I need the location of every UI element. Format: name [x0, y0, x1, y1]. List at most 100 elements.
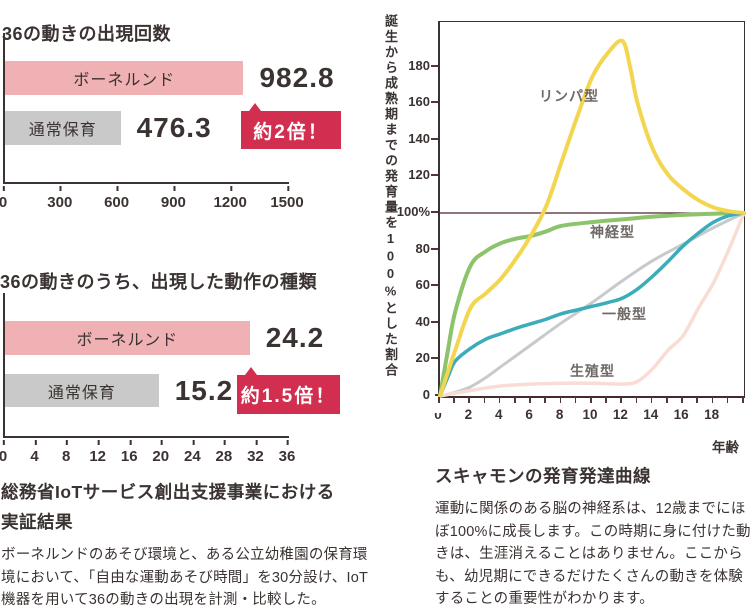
- y-tick-label: 20: [415, 350, 430, 366]
- bar-value: 982.8: [259, 62, 335, 93]
- bar-row: 通常保育 476.3: [5, 111, 369, 145]
- y-tick-mark: [431, 64, 438, 67]
- bar-row: 通常保育 15.2: [5, 374, 369, 407]
- curve-label-一般型: 一般型: [602, 306, 647, 322]
- y-tick-label: 0: [422, 387, 430, 402]
- 生殖型-curve: [438, 211, 746, 398]
- x-tick-label: 10: [582, 407, 598, 422]
- bar-label: ボーネルンド: [76, 332, 179, 349]
- y-tick-label: 100%: [396, 204, 430, 219]
- chart2-ratio-badge: 約1.5倍！: [237, 367, 340, 414]
- left-caption-body: ボーネルンドのあそび環境と、ある公立幼稚園の保育環境において、「自由な運動あそび…: [1, 547, 369, 607]
- x-tick-label: 900: [160, 186, 186, 211]
- x-tick-label: 16: [120, 440, 138, 465]
- x-tick-label: 8: [555, 407, 564, 422]
- y-tick-label: 80: [415, 240, 430, 256]
- x-tick-mark: [590, 397, 592, 403]
- bar-label: 通常保育: [28, 122, 97, 139]
- caption-title-line: 総務省IoTサービス創出支援事業における: [1, 482, 335, 502]
- 一般型-curve: [438, 211, 746, 398]
- bar-label: 通常保育: [47, 384, 116, 402]
- x-tick-label: 20: [152, 440, 170, 465]
- y-tick-mark: [431, 211, 438, 213]
- y-tick-mark: [431, 101, 438, 104]
- x-tick-mark: [726, 397, 729, 403]
- y-tick-mark: [431, 174, 438, 177]
- x-tick-label: 24: [183, 440, 201, 465]
- origin-highlight-mark: [430, 383, 448, 413]
- x-tick-label: 0: [0, 440, 8, 465]
- x-tick-mark: [635, 397, 638, 403]
- right-caption-body: 運動に関係のある脳の神経系は、12歳までにほぼ100%に成長します。この時期に身…: [435, 501, 750, 607]
- x-tick-mark: [559, 397, 562, 403]
- x-tick-mark: [438, 397, 440, 403]
- bar-value: 24.2: [265, 322, 325, 353]
- badge-text: 約1.5倍！: [240, 386, 337, 407]
- caption-title-line: 実証結果: [1, 512, 73, 532]
- x-tick-label: 36: [278, 440, 296, 465]
- curve-label-リンパ型: リンパ型: [539, 88, 599, 104]
- x-tick-label: 300: [47, 186, 73, 211]
- x-tick-mark: [650, 397, 653, 403]
- x-tick-mark: [711, 397, 714, 403]
- x-axis-title: 年齢: [712, 440, 739, 455]
- y-tick-mark: [431, 247, 438, 250]
- x-tick-label: 1200: [213, 186, 247, 211]
- chart1-bar-regular-childcare: 通常保育: [5, 111, 121, 145]
- y-tick-mark: [431, 284, 438, 287]
- x-axis-tick-marks: [438, 397, 744, 403]
- y-tick-mark: [431, 320, 438, 323]
- left-caption: 総務省IoTサービス創出支援事業における 実証結果 ボーネルンドのあそび環境と、…: [1, 477, 369, 607]
- bar-value: 15.2: [174, 374, 234, 406]
- x-tick-mark: [453, 397, 455, 403]
- y-axis-labels: 180 160 140 120 100% 80 60 40 20 0: [394, 21, 430, 402]
- curve-label-神経型: 神経型: [590, 224, 635, 240]
- x-tick-mark: [666, 397, 668, 403]
- left-caption-title: 総務省IoTサービス創出支援事業における 実証結果: [1, 477, 369, 537]
- x-tick-label: 14: [643, 407, 659, 422]
- x-tick-mark: [620, 397, 622, 403]
- y-tick-label: 40: [415, 313, 430, 329]
- x-tick-label: 4: [495, 407, 503, 422]
- chart1-plot-area: ボーネルンド 982.8 通常保育 476.3: [3, 33, 334, 184]
- right-caption-title: スキャモンの発育発達曲線: [435, 466, 651, 486]
- x-tick-mark: [529, 397, 531, 403]
- bar-label: ボーネルンド: [73, 72, 176, 89]
- x-tick-label: 600: [104, 186, 130, 211]
- x-tick-label: 1500: [270, 186, 304, 211]
- y-tick-label: 180: [408, 57, 430, 73]
- growth-curves: [438, 38, 746, 398]
- y-tick-mark: [431, 137, 438, 140]
- chart2-x-axis-ticks: 0 4 8 12 16 20 24 28 32 36: [0, 440, 295, 465]
- x-tick-mark: [483, 397, 486, 403]
- bar-row: ボーネルンド 982.8: [5, 61, 369, 95]
- x-tick-label: 0: [0, 186, 8, 211]
- chart1-bar-bornelund: ボーネルンド: [5, 61, 244, 95]
- x-tick-mark: [742, 397, 744, 403]
- y-tick-label: 120: [408, 167, 430, 183]
- x-tick-mark: [498, 397, 501, 403]
- chart2-bar-regular-childcare: 通常保育: [5, 374, 159, 407]
- chart1-title: 36の動きの出現回数: [2, 23, 172, 44]
- x-tick-label: 28: [215, 440, 233, 465]
- x-tick-mark: [468, 397, 470, 403]
- x-tick-label: 32: [247, 440, 264, 465]
- x-axis-labels: 0 2 4 6 8 10 12 14 16 18: [434, 407, 742, 425]
- chart2-bar-bornelund: ボーネルンド: [5, 321, 250, 355]
- right-caption: スキャモンの発育発達曲線 運動に関係のある脳の神経系は、12歳までにほぼ100%…: [435, 461, 750, 607]
- chart1-x-axis-ticks: 0 300 600 900 1200 1500: [0, 186, 304, 211]
- x-tick-label: 8: [61, 440, 71, 465]
- badge-text: 約2倍！: [253, 121, 329, 143]
- x-tick-mark: [514, 397, 516, 403]
- bar-value: 476.3: [136, 112, 212, 143]
- x-tick-label: 12: [89, 440, 106, 465]
- リンパ型-curve: [438, 38, 746, 398]
- x-tick-label: 16: [673, 407, 689, 422]
- x-tick-label: 6: [525, 407, 533, 422]
- chart2-plot-area: ボーネルンド 24.2 通常保育 15.2: [3, 293, 323, 438]
- y-axis-tick-marks: [431, 21, 438, 396]
- 神経型-curve: [438, 211, 746, 398]
- chart1-ratio-badge: 約2倍！: [241, 103, 341, 149]
- x-tick-mark: [681, 397, 683, 403]
